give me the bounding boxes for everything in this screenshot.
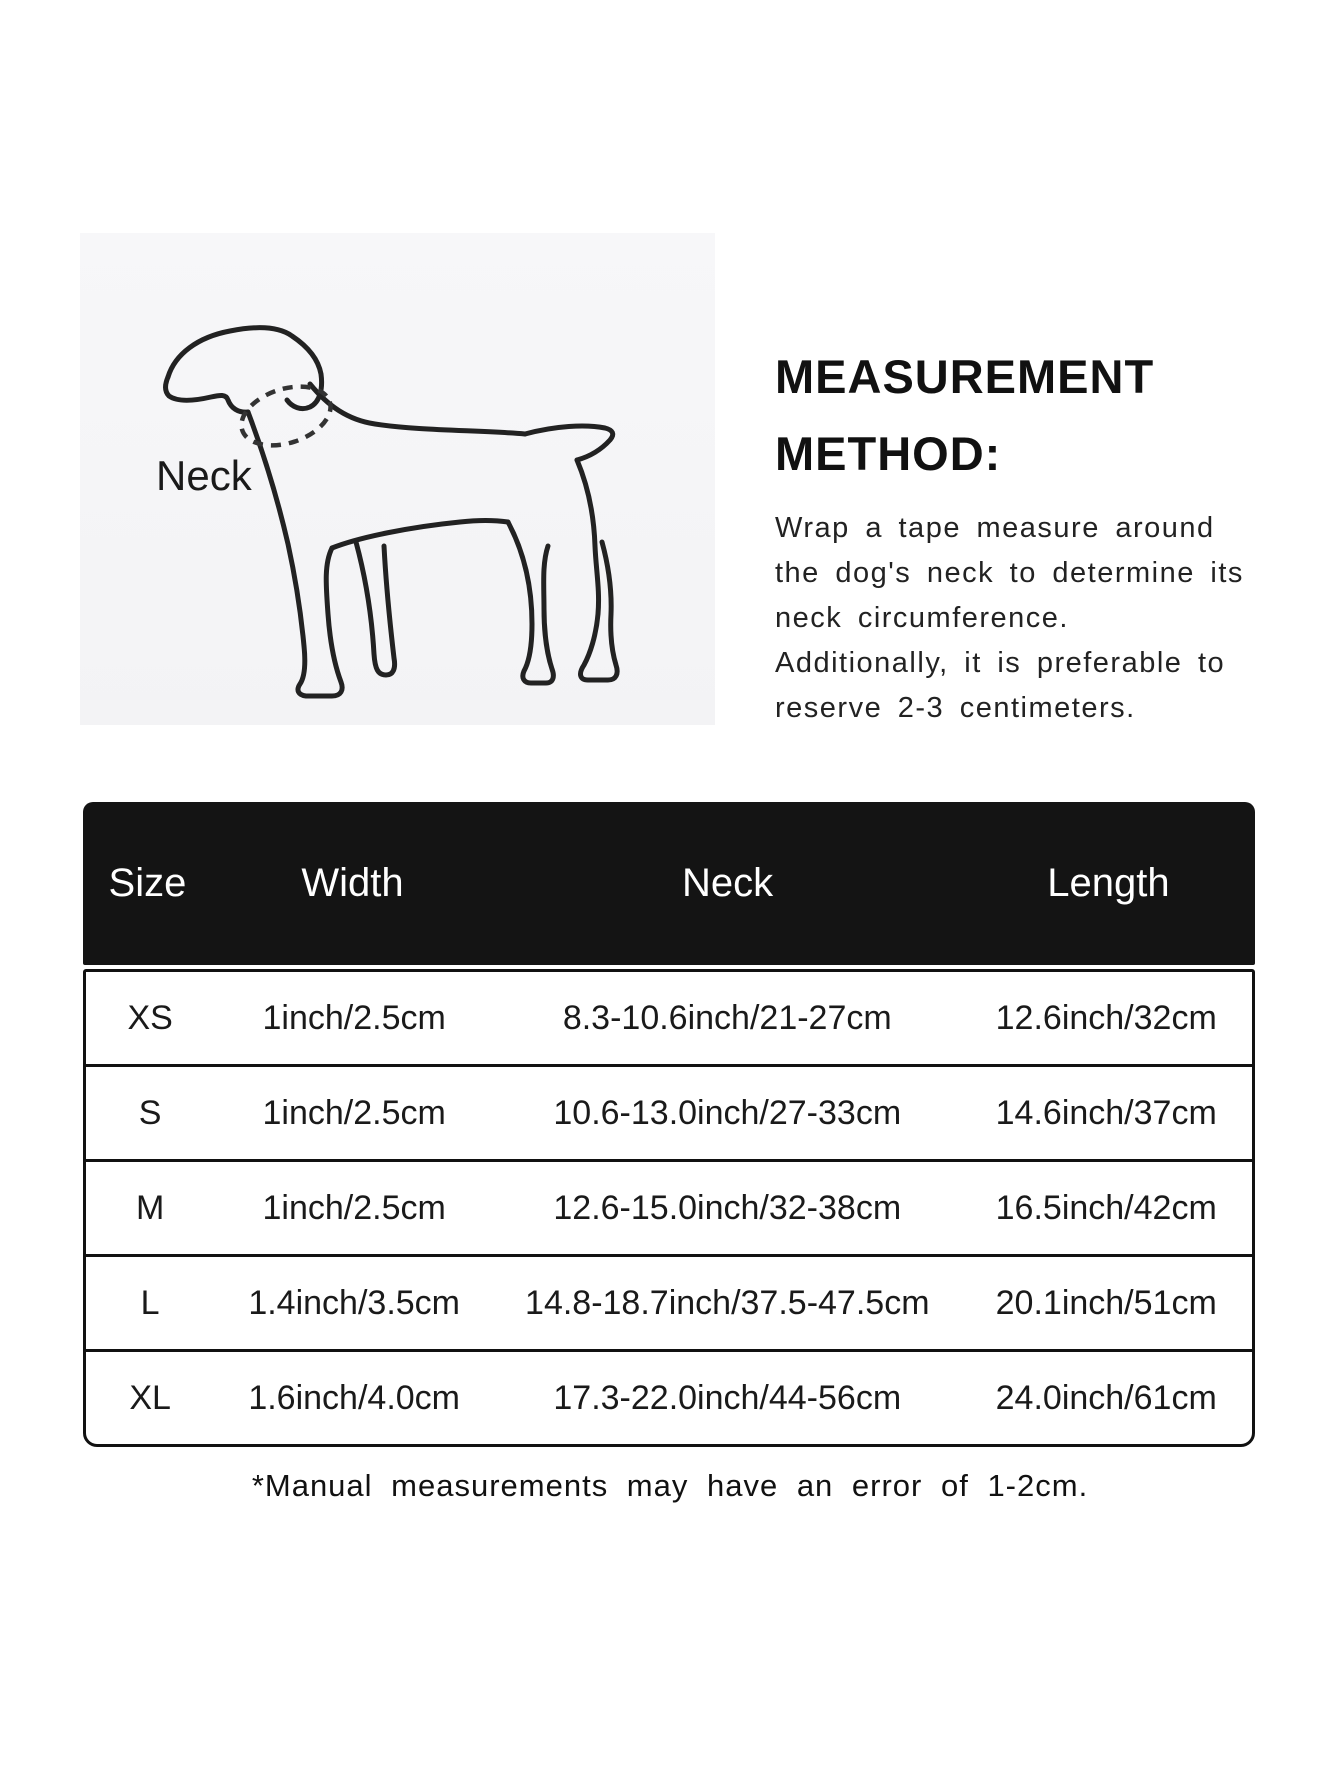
header-neck: Neck [682,861,774,905]
table-row-m: M 1inch/2.5cm 12.6-15.0inch/32-38cm 16.5… [86,1159,1252,1254]
header-length: Length [1047,861,1170,905]
size-table: Size Width Neck Length XS 1inch/2.5cm 8.… [83,802,1255,1447]
method-heading: MEASUREMENT METHOD: [775,350,1155,480]
cell-size: M [135,1188,165,1227]
table-row-l: L 1.4inch/3.5cm 14.8-18.7inch/37.5-47.5c… [86,1254,1252,1349]
size-table-header: Size Width Neck Length [83,802,1255,965]
header-size: Size [108,861,187,905]
size-table-body: XS 1inch/2.5cm 8.3-10.6inch/21-27cm 12.6… [83,969,1255,1447]
table-row-xl: XL 1.6inch/4.0cm 17.3-22.0inch/44-56cm 2… [86,1349,1252,1444]
dog-far-front-leg-outline [353,539,398,678]
cell-width: 1.6inch/4.0cm [248,1378,460,1417]
cell-length: 14.6inch/37cm [995,1093,1217,1132]
header-width: Width [301,861,404,905]
dog-jaw-outline [163,374,251,415]
neck-measure-ellipse [239,384,333,448]
cell-width: 1inch/2.5cm [262,1188,446,1227]
dog-rump-outline [574,457,620,683]
cell-size: XS [127,998,173,1037]
dog-measurement-panel: Neck [80,233,715,725]
table-row-xs: XS 1inch/2.5cm 8.3-10.6inch/21-27cm 12.6… [86,972,1252,1064]
table-row-s: S 1inch/2.5cm 10.6-13.0inch/27-33cm 14.6… [86,1064,1252,1159]
cell-size: S [138,1093,162,1132]
cell-width: 1.4inch/3.5cm [248,1283,460,1322]
neck-label: Neck [156,452,253,499]
cell-neck: 17.3-22.0inch/44-56cm [553,1378,902,1417]
cell-width: 1inch/2.5cm [262,998,446,1037]
dog-front-leg-outline [245,409,345,699]
cell-size: XL [129,1378,171,1417]
cell-neck: 14.8-18.7inch/37.5-47.5cm [525,1283,930,1322]
dog-back-outline [307,381,528,437]
footnote: *Manual measurements may have an error o… [251,1468,1089,1503]
cell-size: L [140,1283,160,1322]
cell-length: 16.5inch/42cm [995,1188,1217,1227]
cell-width: 1inch/2.5cm [262,1093,446,1132]
measurement-method-section: MEASUREMENT METHOD: Wrap a tape measure … [775,338,1305,731]
dog-tail-outline [522,423,616,463]
cell-neck: 12.6-15.0inch/32-38cm [553,1188,902,1227]
cell-length: 20.1inch/51cm [995,1283,1217,1322]
cell-length: 12.6inch/32cm [995,998,1217,1037]
dog-head-outline [165,325,325,412]
cell-neck: 10.6-13.0inch/27-33cm [553,1093,902,1132]
dog-outline-illustration: Neck [156,325,620,699]
cell-length: 24.0inch/61cm [995,1378,1217,1417]
cell-neck: 8.3-10.6inch/21-27cm [562,998,892,1037]
method-description: Wrap a tape measure around the dog's nec… [775,512,1244,724]
dog-rear-leg-outline [505,519,556,686]
